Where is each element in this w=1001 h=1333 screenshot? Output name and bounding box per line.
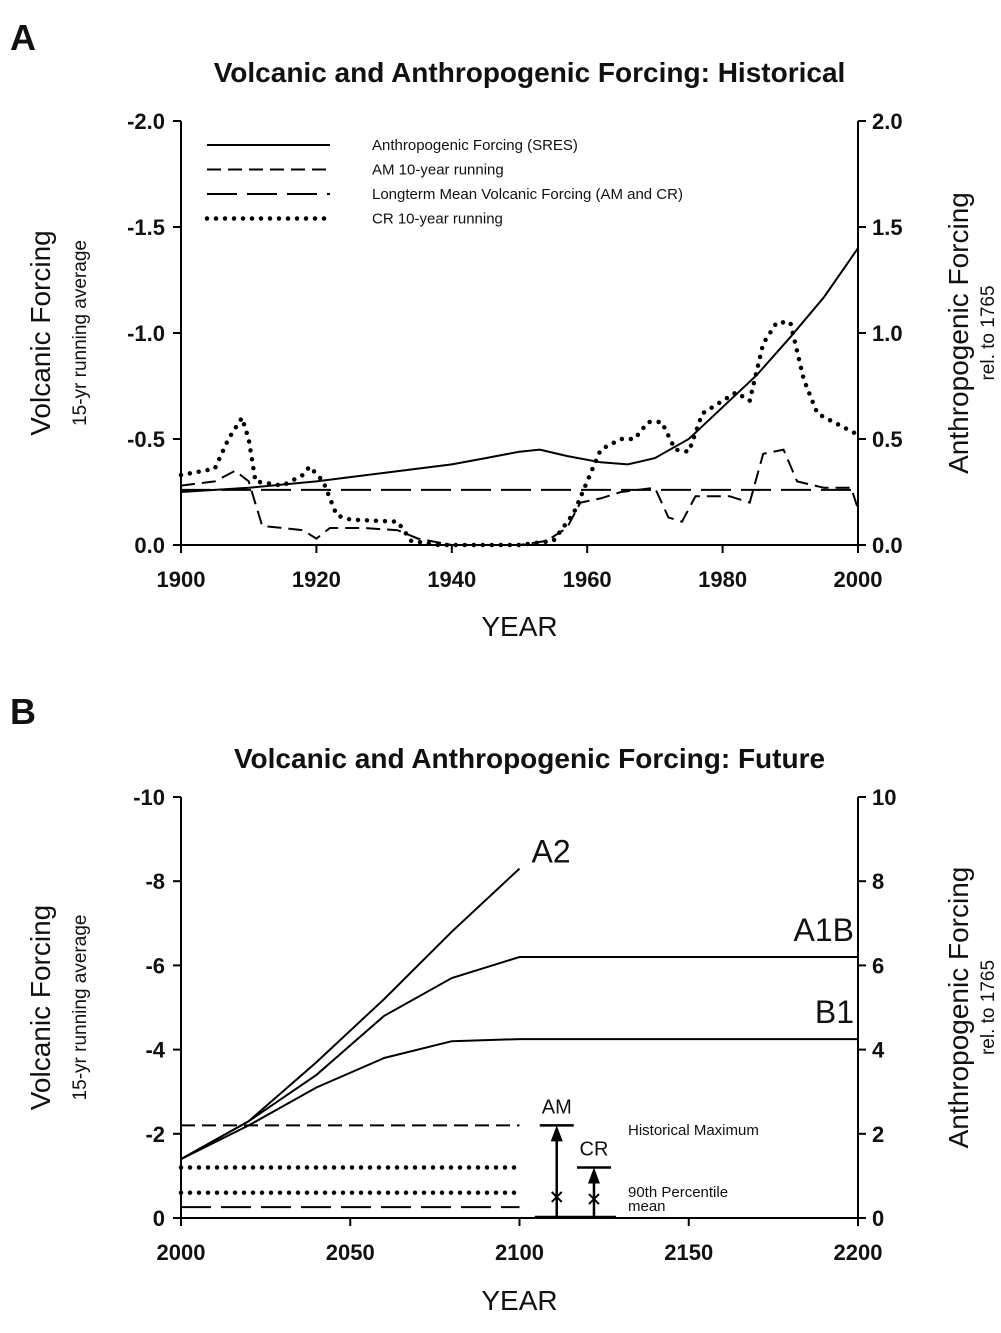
line-label: A2 — [532, 834, 571, 870]
y-tick-label: -6 — [145, 953, 165, 978]
line-label: B1 — [815, 994, 854, 1030]
annotation: mean — [628, 1198, 666, 1215]
marker-label: AM — [542, 1096, 572, 1118]
y-axis-label: Volcanic Forcing — [25, 230, 56, 435]
x-tick-label: 2150 — [664, 1240, 713, 1265]
y-tick-label: -1.0 — [127, 321, 165, 346]
chart-title: Volcanic and Anthropogenic Forcing: Hist… — [214, 57, 846, 88]
x-axis-label: YEAR — [481, 611, 557, 642]
y-tick-label: -4 — [145, 1038, 165, 1063]
marker-cross — [551, 1191, 563, 1203]
marker-label: CR — [580, 1138, 609, 1160]
y-tick-label: -8 — [145, 869, 165, 894]
line-label: A1B — [794, 912, 854, 948]
y2-axis-sublabel: rel. to 1765 — [978, 285, 999, 380]
x-axis-label: YEAR — [481, 1285, 557, 1316]
panel-label: A — [10, 17, 36, 58]
x-tick-label: 1900 — [157, 567, 206, 592]
y2-tick-label: 4 — [872, 1038, 885, 1063]
y-axis-sublabel: 15-yr running average — [70, 240, 91, 426]
y-tick-label: 0 — [153, 1206, 165, 1231]
y2-tick-label: 0.0 — [872, 533, 903, 558]
annotation: Historical Maximum — [628, 1122, 759, 1139]
x-tick-label: 2050 — [326, 1240, 375, 1265]
legend-label: AM 10-year running — [372, 162, 504, 179]
y2-tick-label: 1.5 — [872, 215, 903, 240]
series-line — [180, 247, 859, 493]
marker-arrowhead — [550, 1125, 563, 1142]
legend-label: CR 10-year running — [372, 211, 503, 228]
x-tick-label: 2000 — [834, 567, 883, 592]
y-axis-label: Volcanic Forcing — [25, 905, 56, 1110]
y2-tick-label: 1.0 — [872, 321, 903, 346]
y-tick-label: -0.5 — [127, 427, 165, 452]
y2-axis-label: Anthropogenic Forcing — [943, 192, 974, 474]
y-tick-label: -2 — [145, 1122, 165, 1147]
y-tick-label: -10 — [133, 785, 165, 810]
legend-label: Longterm Mean Volcanic Forcing (AM and C… — [372, 186, 683, 203]
x-tick-label: 1940 — [427, 567, 476, 592]
legend-label: Anthropogenic Forcing (SRES) — [372, 137, 578, 154]
marker-cross — [588, 1193, 600, 1205]
y-tick-label: -2.0 — [127, 109, 165, 134]
marker-arrowhead — [587, 1167, 600, 1184]
series-line — [180, 867, 521, 1160]
y2-axis-label: Anthropogenic Forcing — [943, 867, 974, 1149]
y2-tick-label: 2 — [872, 1122, 884, 1147]
y-axis-sublabel: 15-yr running average — [70, 915, 91, 1101]
x-tick-label: 1960 — [563, 567, 612, 592]
chart-title: Volcanic and Anthropogenic Forcing: Futu… — [234, 743, 825, 774]
y2-tick-label: 0 — [872, 1206, 884, 1231]
series-line — [180, 956, 858, 1160]
y2-tick-label: 8 — [872, 869, 884, 894]
panel-label: B — [10, 691, 36, 732]
y2-tick-label: 10 — [872, 785, 896, 810]
x-tick-label: 2000 — [157, 1240, 206, 1265]
annotation: 90th Percentile — [628, 1184, 728, 1201]
x-tick-label: 2200 — [834, 1240, 883, 1265]
series-line — [178, 320, 861, 548]
y2-tick-label: 0.5 — [872, 427, 903, 452]
y-tick-label: 0.0 — [134, 533, 165, 558]
y2-tick-label: 6 — [872, 953, 884, 978]
series-line — [180, 448, 859, 546]
x-tick-label: 2100 — [495, 1240, 544, 1265]
x-tick-label: 1920 — [292, 567, 341, 592]
x-tick-label: 1980 — [698, 567, 747, 592]
y2-axis-sublabel: rel. to 1765 — [978, 960, 999, 1055]
y2-tick-label: 2.0 — [872, 109, 903, 134]
y-tick-label: -1.5 — [127, 215, 165, 240]
